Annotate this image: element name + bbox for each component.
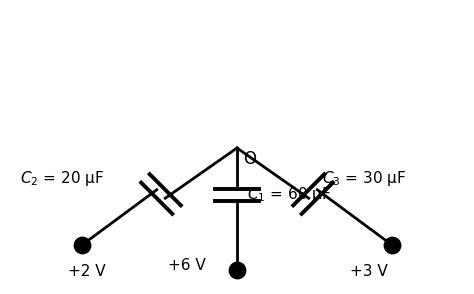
Text: +6 V: +6 V <box>168 258 206 273</box>
Text: +2 V: +2 V <box>68 265 106 280</box>
Text: O: O <box>243 150 256 168</box>
Point <box>78 243 86 247</box>
Text: $C_3$ = 30 μF: $C_3$ = 30 μF <box>322 168 406 188</box>
Point <box>233 268 241 272</box>
Point <box>388 243 396 247</box>
Text: $C_2$ = 20 μF: $C_2$ = 20 μF <box>20 168 104 188</box>
Text: +3 V: +3 V <box>350 265 388 280</box>
Text: $C_1$ = 60 μF: $C_1$ = 60 μF <box>247 186 331 205</box>
